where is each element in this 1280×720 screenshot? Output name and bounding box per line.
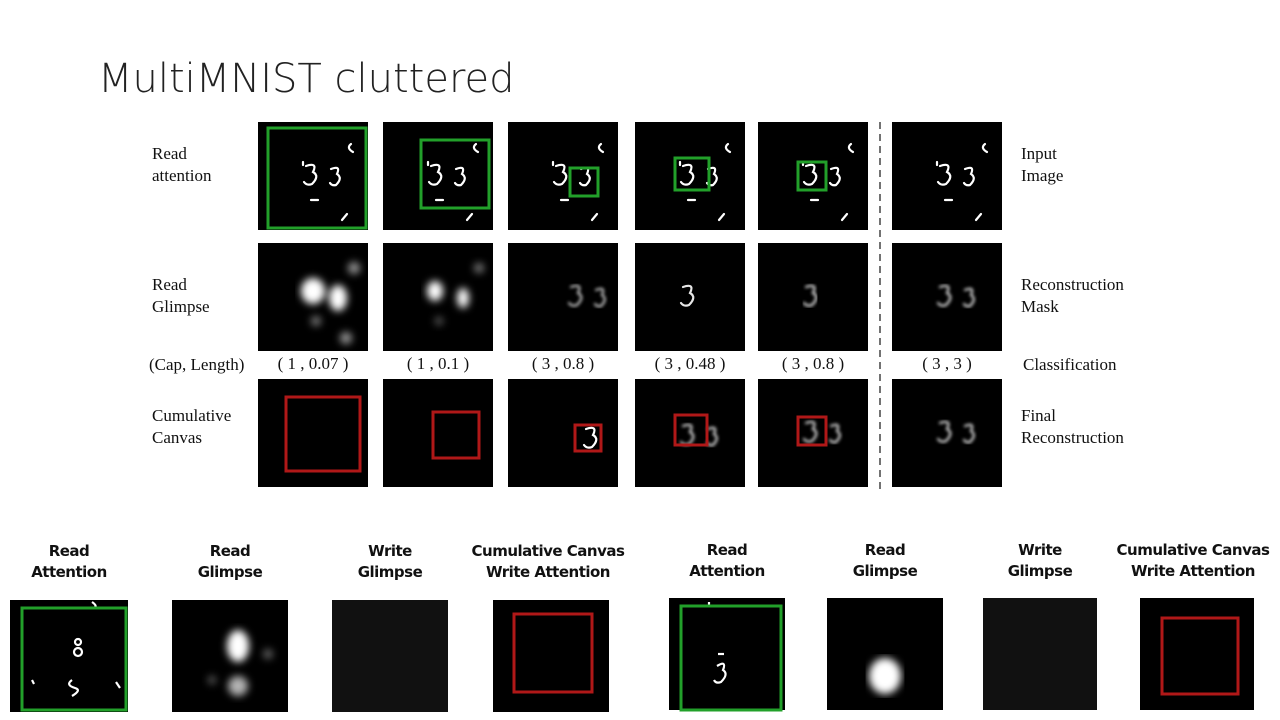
cap-length: ( 1 , 0.07 ) (277, 354, 349, 373)
cap-length: ( 3 , 0.8 ) (781, 354, 845, 373)
row-label: Cumulative Canvas (152, 406, 232, 447)
right-label: Reconstruction Mask (1021, 275, 1124, 316)
read-attention-row (258, 122, 1002, 230)
cap-length: ( 1 , 0.1 ) (406, 354, 470, 373)
cap-length: ( 3 , 0.48 ) (654, 354, 726, 373)
panel-header: Read Glimpse (852, 541, 918, 580)
panel-header: Cumulative Canvas Write Attention (1116, 541, 1270, 580)
panel-header: Write Glimpse (1007, 541, 1073, 580)
panel-header: Write Glimpse (357, 542, 423, 581)
row-label: Read attention (152, 144, 212, 185)
panel-header: Read Glimpse (197, 542, 263, 581)
canvas-row (258, 379, 1002, 487)
row-label: Read Glimpse (152, 275, 210, 316)
row-label: (Cap, Length) (149, 355, 245, 374)
panel-header: Read Attention (31, 542, 107, 581)
cap-length: ( 3 , 3 ) (922, 354, 972, 373)
cap-length: ( 3 , 0.8 ) (531, 354, 595, 373)
right-label: Input Image (1021, 144, 1064, 185)
right-label: Final Reconstruction (1021, 406, 1124, 447)
slide-title: MultiMNIST cluttered (98, 56, 515, 102)
read-glimpse-row (258, 243, 1002, 351)
right-label: Classification (1023, 355, 1117, 374)
panel-header: Read Attention (689, 541, 765, 580)
bottom-panels (10, 598, 1254, 712)
panel-header: Cumulative Canvas Write Attention (471, 542, 625, 581)
